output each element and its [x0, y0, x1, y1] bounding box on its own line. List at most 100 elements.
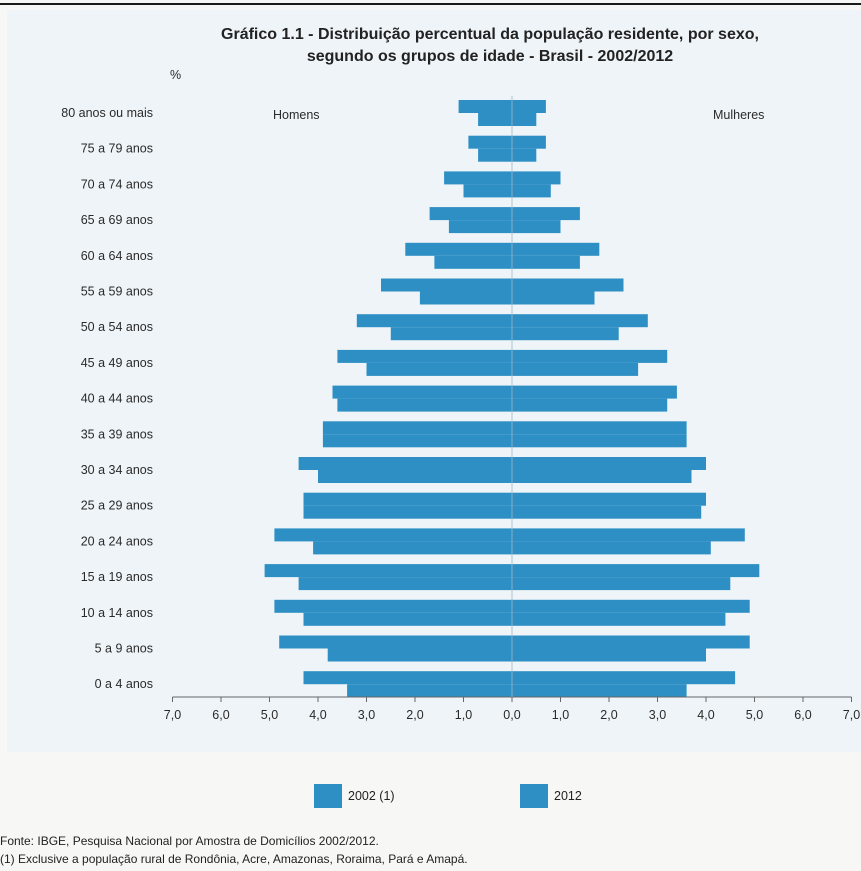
category-label: 5 a 9 anos — [95, 642, 153, 656]
footnote: (1) Exclusive a população rural de Rondô… — [0, 852, 468, 866]
bar-homens-2002 — [347, 684, 512, 698]
chart-area: 80 anos ou mais 75 a 79 anos 70 a 74 anos 6… — [7, 10, 861, 752]
bar-mulheres-2012 — [512, 100, 546, 113]
mulheres-label: Mulheres — [713, 108, 764, 122]
legend-item-2002: 2002 (1) — [314, 784, 395, 808]
category-label: 40 a 44 anos — [81, 392, 153, 406]
bar-homens-2012 — [322, 421, 513, 435]
bar-homens-2002 — [366, 362, 512, 376]
bar-mulheres-2002 — [512, 505, 702, 519]
category-label: 30 a 34 anos — [81, 463, 153, 477]
chart-title-line-1: Gráfico 1.1 - Distribuição percentual da… — [221, 26, 759, 43]
x-tick-label: 1,0 — [552, 708, 569, 722]
category-label: 80 anos ou mais — [61, 106, 153, 120]
bar-homens-2002 — [303, 612, 512, 626]
bar-homens-2012 — [303, 492, 512, 506]
bar-homens-2012 — [405, 242, 512, 256]
bar-mulheres-2012 — [512, 171, 561, 185]
bar-homens-2002 — [318, 470, 512, 483]
bar-mulheres-2012 — [512, 207, 580, 221]
bar-homens-2002 — [322, 434, 513, 448]
bar-homens-2012 — [264, 564, 512, 578]
population-pyramid-chart: 80 anos ou mais 75 a 79 anos 70 a 74 anos 6… — [61, 68, 860, 722]
unit-label: % — [170, 68, 181, 82]
x-tick-label: 3,0 — [649, 708, 666, 722]
bar-mulheres-2002 — [512, 470, 692, 483]
bar-mulheres-2002 — [512, 291, 595, 305]
category-label: 55 a 59 anos — [81, 285, 153, 299]
bar-mulheres-2002 — [512, 362, 639, 376]
bar-homens-2002 — [419, 291, 512, 305]
bar-homens-2002 — [303, 505, 512, 519]
bar-mulheres-2002 — [512, 684, 687, 698]
bar-mulheres-2012 — [512, 635, 750, 649]
legend-item-2012: 2012 — [520, 784, 582, 808]
bar-mulheres-2012 — [512, 421, 687, 435]
bar-homens-2002 — [478, 113, 512, 126]
legend-label-2012: 2012 — [554, 789, 582, 803]
bar-homens-2012 — [468, 135, 512, 149]
category-label: 35 a 39 anos — [81, 427, 153, 441]
top-rule — [0, 3, 861, 5]
bar-mulheres-2002 — [512, 220, 561, 234]
bar-mulheres-2002 — [512, 434, 687, 448]
bar-mulheres-2002 — [512, 648, 706, 662]
source-note: Fonte: IBGE, Pesquisa Nacional por Amost… — [0, 834, 379, 848]
bars-layer — [264, 100, 760, 698]
bar-mulheres-2012 — [512, 528, 745, 542]
x-tick-label: 6,0 — [212, 708, 229, 722]
legend-swatch-2012 — [520, 784, 548, 808]
x-tick-label: 3,0 — [358, 708, 375, 722]
legend-label-2002: 2002 (1) — [348, 789, 395, 803]
bar-homens-2002 — [390, 327, 513, 341]
chart-title-line-2: segundo os grupos de idade - Brasil - 20… — [306, 48, 674, 65]
bar-homens-2012 — [337, 349, 512, 363]
x-tick-label: 4,0 — [697, 708, 714, 722]
x-tick-label: 0,0 — [503, 708, 520, 722]
bar-homens-2002 — [298, 577, 512, 591]
bar-homens-2002 — [337, 398, 512, 412]
bar-homens-2012 — [298, 457, 512, 470]
category-label: 15 a 19 anos — [81, 570, 153, 584]
bar-mulheres-2012 — [512, 457, 706, 470]
bar-mulheres-2002 — [512, 612, 726, 626]
category-label: 20 a 24 anos — [81, 534, 153, 548]
x-tick-label: 5,0 — [746, 708, 763, 722]
x-tick-label: 7,0 — [843, 708, 860, 722]
category-label: 60 a 64 anos — [81, 249, 153, 263]
bar-homens-2012 — [458, 100, 512, 113]
category-label: 70 a 74 anos — [81, 177, 153, 191]
category-label: 65 a 69 anos — [81, 213, 153, 227]
category-label: 45 a 49 anos — [81, 356, 153, 370]
footer: Fonte: IBGE, Pesquisa Nacional por Amost… — [0, 832, 861, 868]
category-label: 25 a 29 anos — [81, 499, 153, 513]
bar-mulheres-2002 — [512, 327, 619, 341]
bar-mulheres-2012 — [512, 349, 668, 363]
bar-homens-2002 — [478, 148, 512, 162]
bar-homens-2012 — [381, 278, 512, 292]
bar-mulheres-2012 — [512, 492, 706, 506]
category-label: 0 a 4 anos — [95, 677, 153, 691]
x-tick-label: 2,0 — [600, 708, 617, 722]
bar-mulheres-2002 — [512, 541, 711, 555]
bar-mulheres-2002 — [512, 113, 537, 126]
bar-mulheres-2012 — [512, 242, 600, 256]
x-tick-label: 4,0 — [309, 708, 326, 722]
bar-mulheres-2012 — [512, 278, 624, 292]
bar-homens-2012 — [332, 385, 512, 399]
bar-homens-2002 — [448, 220, 512, 234]
bar-mulheres-2012 — [512, 564, 760, 578]
x-tick-label: 5,0 — [261, 708, 278, 722]
bar-mulheres-2012 — [512, 385, 677, 399]
bar-mulheres-2012 — [512, 599, 750, 613]
bar-homens-2012 — [429, 207, 513, 221]
bar-mulheres-2012 — [512, 671, 736, 685]
x-tick-label: 1,0 — [455, 708, 472, 722]
x-tick-label: 7,0 — [164, 708, 181, 722]
x-tick-label: 2,0 — [406, 708, 423, 722]
bar-homens-2012 — [444, 171, 512, 185]
bar-mulheres-2002 — [512, 255, 580, 269]
homens-label: Homens — [273, 108, 320, 122]
bar-homens-2002 — [327, 648, 512, 662]
bar-mulheres-2012 — [512, 135, 546, 149]
